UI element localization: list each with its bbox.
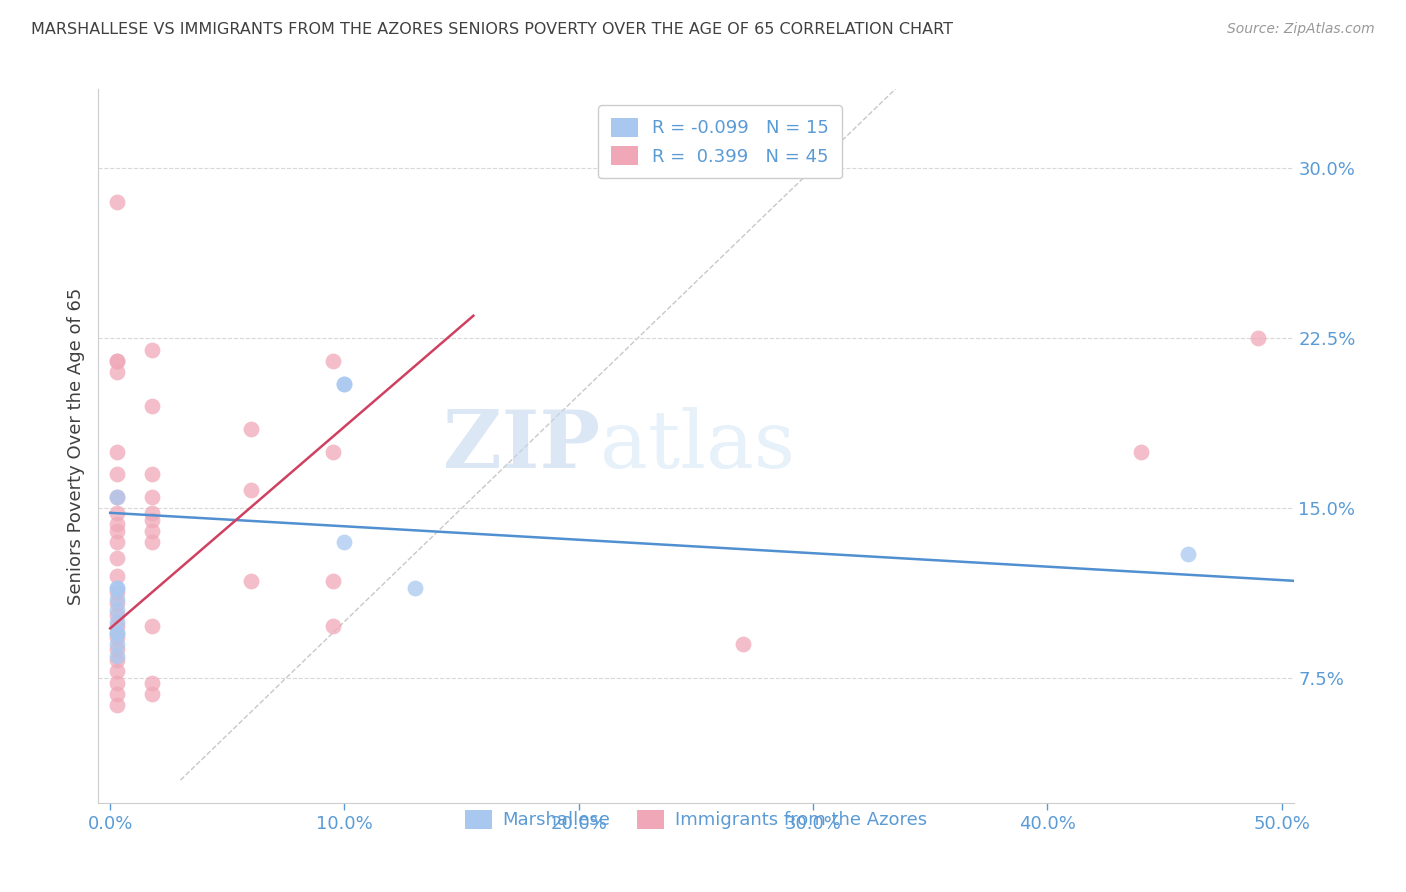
Point <box>105 354 128 368</box>
Point <box>105 603 128 617</box>
Point <box>105 626 128 640</box>
Point <box>141 524 163 538</box>
Text: Source: ZipAtlas.com: Source: ZipAtlas.com <box>1227 22 1375 37</box>
Point <box>105 581 128 595</box>
Point <box>1247 331 1270 345</box>
Point <box>333 376 356 391</box>
Point <box>141 400 163 414</box>
Point <box>239 422 262 436</box>
Point <box>105 665 128 679</box>
Text: ZIP: ZIP <box>443 407 600 485</box>
Point <box>105 641 128 656</box>
Point <box>141 513 163 527</box>
Point <box>105 585 128 599</box>
Point <box>1177 547 1199 561</box>
Point <box>105 517 128 532</box>
Point <box>105 195 128 210</box>
Point <box>105 581 128 595</box>
Point <box>333 376 356 391</box>
Point <box>105 626 128 640</box>
Point <box>141 490 163 504</box>
Point <box>1130 444 1153 458</box>
Point <box>105 631 128 645</box>
Point <box>105 535 128 549</box>
Point <box>105 637 128 651</box>
Point <box>105 365 128 379</box>
Point <box>105 648 128 663</box>
Text: atlas: atlas <box>600 407 796 485</box>
Point <box>141 467 163 482</box>
Point <box>105 591 128 606</box>
Point <box>105 675 128 690</box>
Text: MARSHALLESE VS IMMIGRANTS FROM THE AZORES SENIORS POVERTY OVER THE AGE OF 65 COR: MARSHALLESE VS IMMIGRANTS FROM THE AZORE… <box>31 22 953 37</box>
Point <box>105 619 128 633</box>
Point <box>322 444 344 458</box>
Point <box>239 574 262 588</box>
Point <box>141 535 163 549</box>
Y-axis label: Seniors Poverty Over the Age of 65: Seniors Poverty Over the Age of 65 <box>66 287 84 605</box>
Point <box>105 444 128 458</box>
Legend: Marshallese, Immigrants from the Azores: Marshallese, Immigrants from the Azores <box>457 803 935 837</box>
Point <box>105 467 128 482</box>
Point <box>322 574 344 588</box>
Point <box>105 490 128 504</box>
Point <box>141 675 163 690</box>
Point <box>333 535 356 549</box>
Point <box>322 619 344 633</box>
Point <box>731 637 754 651</box>
Point <box>105 597 128 611</box>
Point <box>105 615 128 629</box>
Point <box>105 490 128 504</box>
Point <box>404 581 426 595</box>
Point <box>105 524 128 538</box>
Point <box>141 687 163 701</box>
Point <box>105 569 128 583</box>
Point <box>141 619 163 633</box>
Point <box>105 551 128 566</box>
Point <box>105 506 128 520</box>
Point <box>239 483 262 498</box>
Point <box>141 506 163 520</box>
Point <box>322 354 344 368</box>
Point <box>105 354 128 368</box>
Point <box>105 607 128 622</box>
Point <box>105 698 128 713</box>
Point <box>141 343 163 357</box>
Point <box>105 653 128 667</box>
Point <box>105 687 128 701</box>
